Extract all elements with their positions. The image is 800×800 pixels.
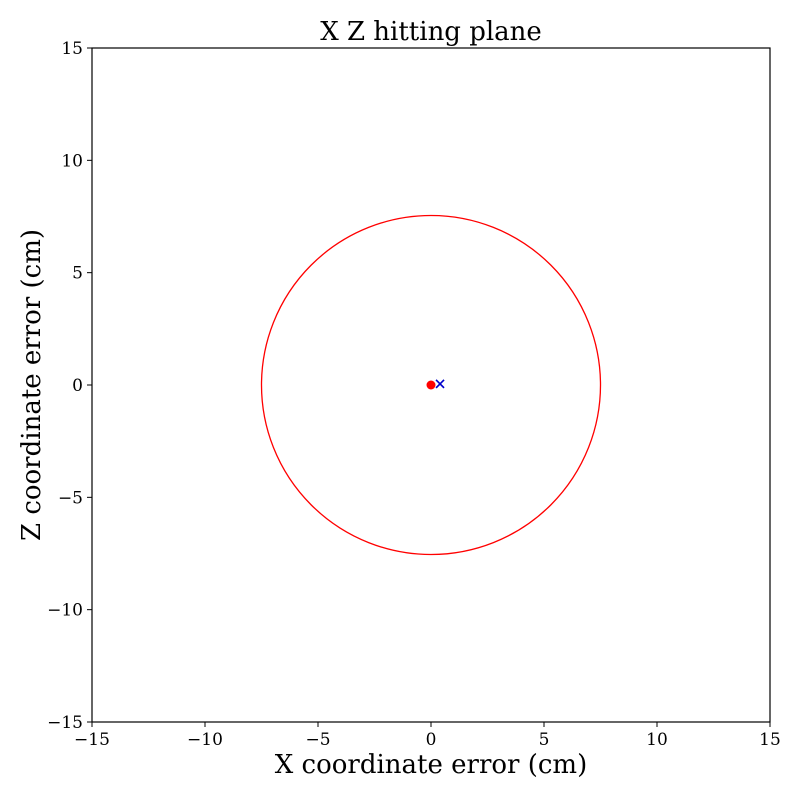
x-axis-label: X coordinate error (cm)	[275, 750, 587, 780]
y-axis-ticks: −15 −10 −5 0 5 10 15	[47, 39, 92, 733]
y-tick-label: −15	[47, 713, 83, 733]
y-tick-label: 10	[61, 151, 83, 171]
tolerance-circle	[260, 214, 602, 556]
y-tick-label: 5	[72, 264, 83, 284]
x-tick-label: 0	[426, 730, 437, 750]
y-tick-label: −10	[47, 601, 83, 621]
x-tick-label: −5	[305, 730, 330, 750]
x-tick-label: 15	[759, 730, 781, 750]
plot-area	[260, 214, 602, 556]
chart-title: X Z hitting plane	[320, 17, 542, 47]
x-tick-label: 10	[646, 730, 668, 750]
y-axis-label: Z coordinate error (cm)	[17, 229, 47, 541]
y-tick-label: 15	[61, 39, 83, 59]
x-tick-label: −15	[74, 730, 110, 750]
x-tick-label: −10	[187, 730, 223, 750]
hit-point-stroke	[435, 379, 445, 389]
plot-frame	[91, 47, 771, 723]
target-point	[426, 380, 436, 390]
x-tick-label: 5	[539, 730, 550, 750]
hit-point	[435, 379, 445, 389]
y-tick-label: −5	[58, 488, 83, 508]
x-axis-ticks: −15 −10 −5 0 5 10 15	[74, 722, 781, 750]
y-tick-label: 0	[72, 376, 83, 396]
